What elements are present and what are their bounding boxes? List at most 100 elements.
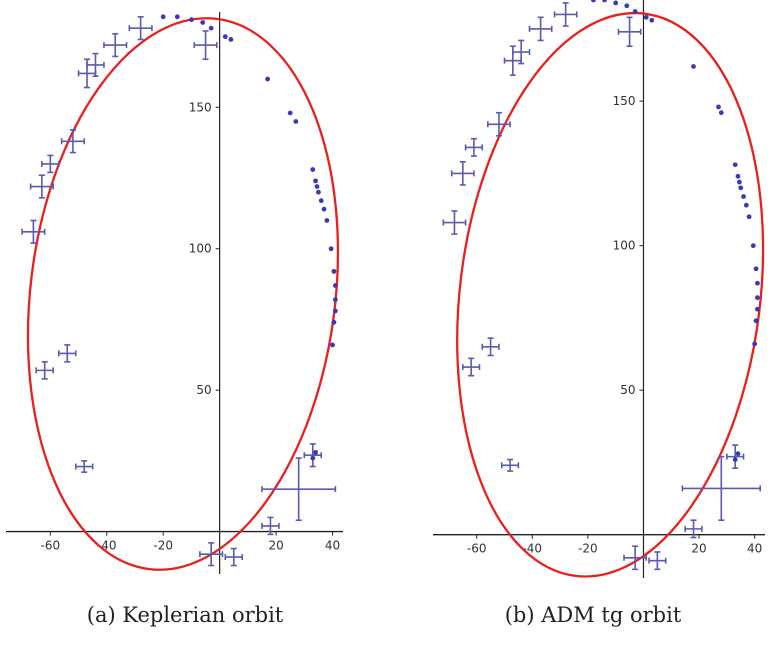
- data-point: [314, 184, 320, 189]
- x-tick-label: 40: [325, 539, 340, 553]
- data-point: [332, 297, 338, 303]
- errorbar-point: [224, 547, 244, 567]
- data-point: [649, 17, 655, 23]
- errorbar-point: [261, 516, 280, 536]
- data-point: [330, 342, 335, 348]
- data-point: [736, 179, 742, 185]
- y-tick-label: 50: [620, 383, 635, 397]
- data-point: [752, 341, 758, 347]
- data-point: [293, 119, 299, 124]
- data-point: [735, 451, 741, 457]
- data-point: [331, 268, 337, 274]
- data-point: [613, 0, 619, 6]
- data-point: [643, 14, 649, 20]
- data-point: [755, 295, 760, 301]
- data-point: [746, 214, 752, 220]
- panel-b: -60 -40 -20 20 40 50 100 150: [390, 0, 775, 590]
- x-tick-label: 40: [747, 542, 762, 556]
- data-point: [310, 167, 316, 172]
- data-point: [732, 162, 738, 168]
- errorbar-point: [303, 443, 323, 468]
- data-point: [602, 0, 607, 3]
- data-point: [755, 280, 760, 286]
- errorbar-point: [21, 219, 46, 244]
- data-point: [328, 246, 334, 252]
- data-point: [735, 173, 741, 179]
- x-tick-label: 20: [691, 542, 706, 556]
- data-point: [321, 206, 327, 212]
- data-point: [222, 34, 228, 40]
- errorbar-point: [103, 32, 128, 58]
- x-tick-label: -60: [467, 542, 487, 556]
- data-point: [318, 198, 324, 204]
- x-tick-label: -60: [41, 539, 61, 553]
- data-point: [324, 218, 330, 223]
- errorbar-point: [199, 542, 224, 567]
- errorbar-point: [684, 519, 703, 539]
- errorbar-point: [553, 2, 578, 27]
- data-point: [691, 64, 696, 69]
- y-tick-label: 150: [189, 100, 212, 114]
- data-point: [624, 3, 630, 9]
- data-point: [313, 449, 319, 455]
- x-tick-label: -40: [522, 542, 542, 556]
- data-point: [753, 318, 759, 324]
- errorbar-point: [41, 154, 60, 174]
- chart-adm-tg-orbit: -60 -40 -20 20 40 50 100 150: [433, 0, 765, 578]
- errorbar-point: [487, 111, 511, 137]
- y-tick-label: 100: [189, 242, 212, 256]
- data-point: [332, 308, 338, 314]
- data-point: [228, 37, 234, 42]
- y-tick-label: 100: [613, 239, 636, 253]
- data-point: [287, 110, 293, 116]
- y-tick-label: 150: [613, 94, 636, 108]
- errorbar-point: [528, 16, 553, 42]
- errorbar-point: [29, 174, 54, 199]
- errorbar-point: [86, 52, 105, 78]
- errorbar-point: [442, 210, 467, 235]
- errorbar-point: [681, 455, 762, 522]
- data-point: [741, 194, 746, 199]
- data-point: [189, 17, 194, 23]
- errorbar-point: [450, 161, 475, 186]
- errorbar-point: [617, 16, 642, 48]
- data-point: [200, 20, 206, 25]
- data-point: [732, 457, 738, 462]
- data-point: [716, 104, 721, 110]
- errorbar-point: [481, 337, 500, 357]
- errorbar-point: [512, 39, 531, 65]
- data-point: [174, 14, 180, 20]
- fit-orbit-ellipse: [26, 17, 340, 571]
- fit-orbit-ellipse: [456, 11, 765, 578]
- panel-a: -60 -40 -20 20 40 50 100 150: [0, 0, 380, 590]
- data-point: [310, 455, 316, 461]
- data-point: [313, 178, 319, 184]
- data-point: [160, 14, 166, 20]
- errorbar-point: [60, 129, 85, 154]
- data-point: [743, 202, 749, 208]
- data-point: [208, 25, 214, 31]
- errorbar-point: [35, 361, 54, 380]
- caption-adm-tg-orbit: (b) ADM tg orbit: [504, 603, 682, 627]
- errorbar-point: [261, 457, 337, 522]
- data-point: [738, 185, 744, 191]
- data-point: [750, 243, 756, 249]
- data-point: [755, 306, 760, 312]
- errorbar-point: [726, 444, 745, 469]
- y-tick-label: 50: [196, 383, 211, 397]
- data-point: [316, 189, 321, 195]
- data-point: [332, 283, 338, 288]
- errorbar-point: [623, 545, 648, 571]
- errorbar-point: [461, 357, 481, 377]
- x-tick-label: -20: [153, 539, 173, 553]
- data-point: [718, 110, 724, 116]
- errorbar-point: [74, 460, 94, 473]
- data-point: [331, 319, 337, 325]
- errorbar-point: [648, 551, 667, 571]
- data-point: [632, 9, 638, 14]
- data-point: [753, 266, 759, 272]
- x-tick-label: -20: [578, 542, 598, 556]
- data-point: [265, 76, 271, 82]
- errorbar-point: [128, 16, 153, 41]
